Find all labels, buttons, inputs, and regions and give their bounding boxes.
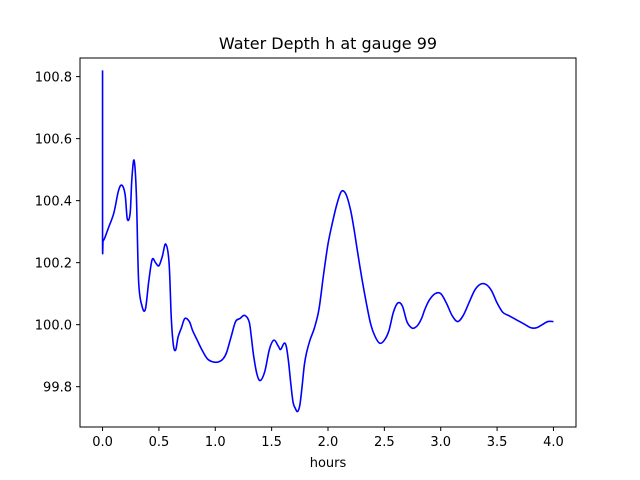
x-axis-label: hours: [310, 456, 347, 471]
x-tick-label: 3.5: [487, 435, 508, 450]
y-tick-label: 100.8: [35, 71, 72, 86]
y-tick-label: 100.0: [35, 319, 72, 334]
x-tick-label: 0.5: [149, 435, 170, 450]
x-axis-ticks: 0.0 0.5 1.0 1.5 2.0 2.5 3.0 3.5 4.0: [92, 427, 564, 450]
x-tick-label: 1.0: [205, 435, 226, 450]
y-tick-label: 100.6: [35, 133, 72, 148]
y-tick-label: 100.4: [35, 195, 72, 210]
chart-title: Water Depth h at gauge 99: [219, 34, 437, 53]
x-tick-label: 0.0: [92, 435, 113, 450]
x-tick-label: 2.0: [318, 435, 339, 450]
x-tick-label: 3.0: [430, 435, 451, 450]
y-tick-label: 100.2: [35, 257, 72, 272]
x-tick-label: 1.5: [261, 435, 282, 450]
x-tick-label: 2.5: [374, 435, 395, 450]
plot-area-frame: [79, 57, 577, 428]
x-tick-label: 4.0: [543, 435, 564, 450]
water-depth-series-line: [101, 70, 554, 413]
y-axis-ticks: 99.8 100.0 100.2 100.4 100.6 100.8: [35, 71, 80, 396]
y-tick-label: 99.8: [43, 381, 72, 396]
